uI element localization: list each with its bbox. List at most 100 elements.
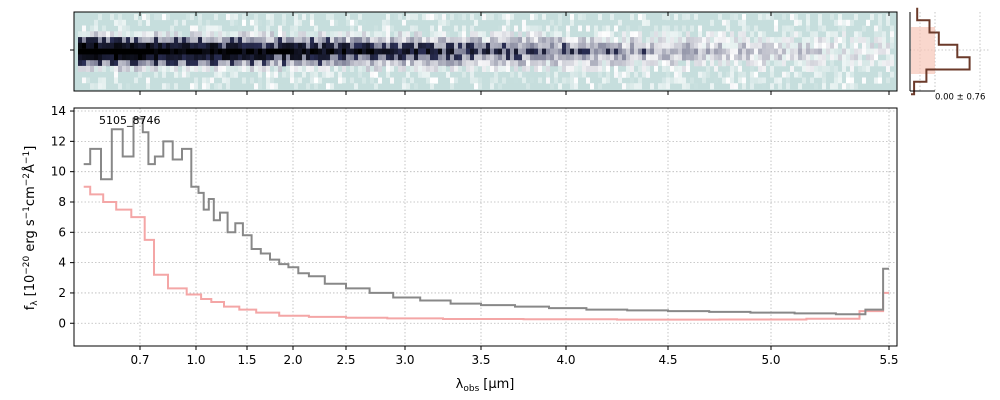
spectrum-2d-cell bbox=[418, 65, 422, 72]
spectrum-2d-cell bbox=[254, 19, 258, 26]
spectrum-2d-cell bbox=[94, 54, 98, 61]
spectrum-2d-cell bbox=[278, 37, 282, 44]
spectrum-2d-cell bbox=[818, 19, 822, 26]
spectrum-2d-cell bbox=[142, 37, 146, 44]
spectrum-2d-cell bbox=[590, 54, 594, 61]
spectrum-2d-cell bbox=[838, 77, 842, 84]
spectrum-2d-cell bbox=[362, 77, 366, 84]
spectrum-2d-cell bbox=[306, 83, 310, 90]
spectrum-2d-cell bbox=[762, 42, 766, 49]
spectrum-2d-cell bbox=[274, 37, 278, 44]
spectrum-2d-cell bbox=[498, 77, 502, 84]
spectrum-2d-cell bbox=[758, 60, 762, 67]
spectrum-2d-cell bbox=[546, 77, 550, 84]
spectrum-2d-cell bbox=[462, 54, 466, 61]
spectrum-2d-cell bbox=[830, 83, 834, 90]
spectrum-2d-cell bbox=[306, 48, 310, 55]
spectrum-2d-cell bbox=[154, 31, 158, 38]
spectrum-2d-cell bbox=[162, 31, 166, 38]
spectrum-ticks: 0.7 1.0 1.5 2.0 2.5 3.0 3.5 4.0 4.5 5.0 5.50246810… bbox=[51, 104, 899, 367]
spectrum-2d-cell bbox=[774, 48, 778, 55]
spectrum-2d-cell bbox=[158, 42, 162, 49]
spectrum-2d-cell bbox=[682, 42, 686, 49]
spectrum-2d-cell bbox=[378, 37, 382, 44]
spectrum-2d-cell bbox=[862, 48, 866, 55]
spectrum-2d-cell bbox=[666, 65, 670, 72]
spectrum-2d-cell bbox=[746, 71, 750, 78]
spectrum-2d-cell bbox=[154, 14, 158, 21]
spectrum-2d-cell bbox=[434, 14, 438, 21]
spectrum-2d-cell bbox=[762, 65, 766, 72]
spectrum-2d-cell bbox=[282, 42, 286, 49]
spectrum-2d-cell bbox=[406, 83, 410, 90]
spectrum-2d-cell bbox=[646, 71, 650, 78]
spectrum-2d-cell bbox=[558, 83, 562, 90]
spectrum-2d-cell bbox=[414, 60, 418, 67]
spectrum-2d-cell bbox=[730, 54, 734, 61]
spectrum-2d-cell bbox=[258, 77, 262, 84]
spectrum-2d-cell bbox=[582, 54, 586, 61]
spectrum-2d-cell bbox=[230, 42, 234, 49]
spectrum-2d-cell bbox=[586, 77, 590, 84]
spectrum-2d-cell bbox=[498, 14, 502, 21]
spectrum-2d-cell bbox=[874, 31, 878, 38]
spectrum-2d-cell bbox=[722, 77, 726, 84]
spectrum-2d-cell bbox=[146, 65, 150, 72]
spectrum-2d-cell bbox=[490, 14, 494, 21]
spectrum-2d-cell bbox=[610, 54, 614, 61]
spectrum-2d-cell bbox=[366, 48, 370, 55]
spectrum-2d-cell bbox=[578, 54, 582, 61]
spectrum-2d-cell bbox=[874, 48, 878, 55]
spectrum-2d-cell bbox=[642, 77, 646, 84]
spectrum-2d-cell bbox=[534, 54, 538, 61]
spectrum-2d-cell bbox=[298, 42, 302, 49]
spectrum-2d-cell bbox=[538, 60, 542, 67]
spectrum-2d-cell bbox=[274, 71, 278, 78]
spectrum-2d-cell bbox=[882, 42, 886, 49]
spectrum-2d-cell bbox=[106, 37, 110, 44]
spectrum-2d-cell bbox=[506, 31, 510, 38]
spectrum-2d-cell bbox=[830, 60, 834, 67]
spectrum-2d-cell bbox=[890, 48, 894, 55]
spectrum-2d-cell bbox=[406, 65, 410, 72]
spectrum-2d-cell bbox=[654, 54, 658, 61]
spectrum-2d-cell bbox=[78, 37, 82, 44]
spectrum-2d-cell bbox=[458, 31, 462, 38]
spectrum-2d-cell bbox=[82, 77, 86, 84]
spectrum-2d-cell bbox=[850, 48, 854, 55]
spectrum-2d-cell bbox=[678, 14, 682, 21]
spectrum-2d-cell bbox=[570, 71, 574, 78]
spectrum-2d-cell bbox=[634, 25, 638, 32]
spectrum-2d-cell bbox=[842, 83, 846, 90]
spectrum-2d-cell bbox=[494, 71, 498, 78]
spectrum-2d-cell bbox=[374, 25, 378, 32]
spectrum-2d-cell bbox=[818, 83, 822, 90]
spectrum-2d-cell bbox=[158, 37, 162, 44]
spectrum-2d-cell bbox=[354, 31, 358, 38]
spectrum-2d-cell bbox=[462, 60, 466, 67]
spectrum-2d-cell bbox=[126, 48, 130, 55]
spectrum-2d-cell bbox=[278, 77, 282, 84]
spectrum-2d-cell bbox=[122, 31, 126, 38]
spectrum-2d-cell bbox=[690, 19, 694, 26]
spectrum-2d-cell bbox=[830, 19, 834, 26]
spectrum-2d-cell bbox=[682, 77, 686, 84]
spectrum-2d-cell bbox=[706, 65, 710, 72]
spectrum-2d-cell bbox=[498, 31, 502, 38]
spectrum-2d-cell bbox=[710, 83, 714, 90]
spectrum-2d-cell bbox=[550, 42, 554, 49]
spectrum-2d-cell bbox=[870, 83, 874, 90]
spectrum-2d-cell bbox=[506, 54, 510, 61]
spectrum-2d-cell bbox=[886, 19, 890, 26]
spectrum-2d-cell bbox=[510, 19, 514, 26]
spectrum-2d-cell bbox=[810, 83, 814, 90]
spectrum-2d-cell bbox=[742, 19, 746, 26]
spectrum-2d-cell bbox=[298, 65, 302, 72]
spectrum-2d-cell bbox=[638, 60, 642, 67]
spectrum-frame bbox=[73, 107, 898, 347]
spectrum-2d-cell bbox=[230, 19, 234, 26]
spectrum-2d-cell bbox=[814, 25, 818, 32]
spectrum-2d-cell bbox=[710, 42, 714, 49]
spectrum-2d-cell bbox=[154, 37, 158, 44]
spectrum-2d-cell bbox=[590, 25, 594, 32]
